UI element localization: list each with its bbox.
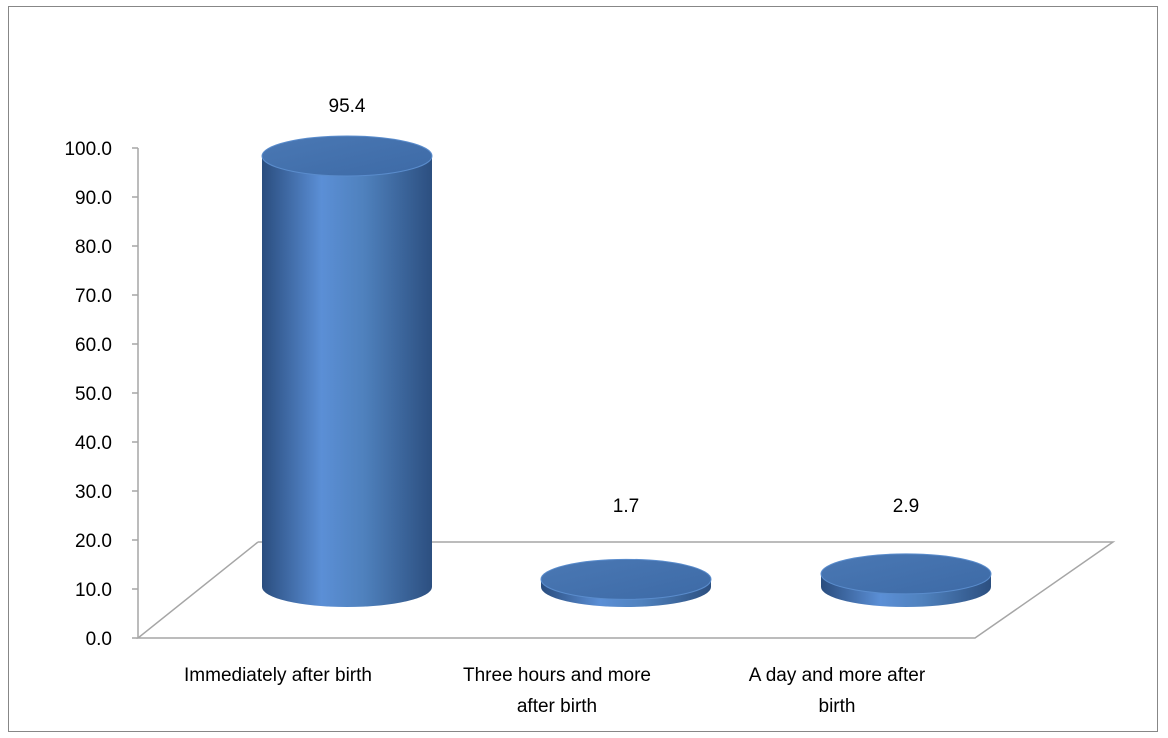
data-label: 2.9 (893, 496, 919, 517)
labels: 95.4 Immediately after birth 1.7 Three hour… (184, 96, 926, 717)
chart-floor (135, 541, 1116, 639)
chart-floor-outline (135, 541, 1116, 639)
bars (261, 135, 992, 607)
bar-3 (820, 553, 992, 607)
bar-1 (261, 135, 433, 607)
category-label: after birth (517, 696, 597, 717)
y-tick-label: 60.0 (75, 335, 112, 356)
data-label: 95.4 (329, 96, 366, 117)
bar-cap (820, 553, 992, 595)
y-tick-label: 30.0 (75, 482, 112, 503)
y-tick-label: 80.0 (75, 237, 112, 258)
category-label: Three hours and more (463, 665, 651, 686)
category-label: birth (819, 696, 856, 717)
y-axis: 0.0 10.0 20.0 30.0 40.0 50.0 60.0 70.0 80.0 90.0 1… (64, 139, 139, 650)
y-tick-label: 50.0 (75, 384, 112, 405)
y-tick-label: 40.0 (75, 433, 112, 454)
y-tick-label: 20.0 (75, 531, 112, 552)
data-label: 1.7 (613, 496, 639, 517)
y-tick-label: 70.0 (75, 286, 112, 307)
category-label: A day and more after (749, 665, 926, 686)
chart-frame (8, 6, 1158, 732)
category-label: Immediately after birth (184, 665, 372, 686)
y-tick-label: 10.0 (75, 580, 112, 601)
bar-2 (540, 558, 712, 607)
bar-body (262, 156, 432, 607)
y-tick-label: 0.0 (86, 629, 112, 650)
bar-cap (540, 558, 712, 600)
y-tick-label: 90.0 (75, 188, 112, 209)
bar-cap (261, 135, 433, 177)
y-tick-label: 100.0 (64, 139, 112, 160)
